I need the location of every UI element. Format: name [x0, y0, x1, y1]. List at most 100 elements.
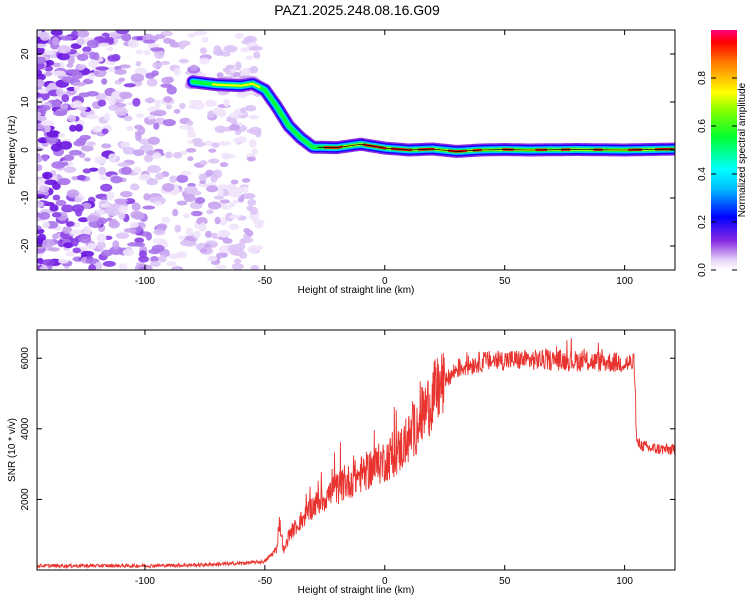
noise-blob [142, 205, 156, 210]
snr-xtick-label: -50 [258, 576, 273, 587]
noise-blob [217, 188, 224, 197]
noise-blob [248, 45, 263, 51]
noise-blob [37, 79, 45, 88]
noise-blob [131, 202, 141, 211]
noise-blob [180, 170, 192, 176]
noise-blob [51, 161, 66, 169]
noise-blob [203, 140, 214, 147]
noise-blob [37, 142, 42, 148]
noise-blob [196, 216, 208, 226]
noise-blob [234, 32, 245, 39]
noise-blob [176, 174, 189, 183]
noise-blob [188, 103, 199, 109]
noise-blob [86, 114, 99, 120]
noise-blob [57, 52, 70, 61]
noise-blob [58, 258, 69, 264]
noise-blob [147, 115, 155, 120]
snr-ytick-label: 6000 [20, 347, 31, 370]
noise-blob [206, 185, 219, 193]
noise-blob [71, 71, 83, 80]
spectrogram-ytick-label: -20 [20, 238, 31, 253]
noise-blob [193, 30, 208, 36]
noise-blob [138, 173, 152, 181]
noise-blob [179, 124, 192, 130]
noise-blob [77, 30, 90, 38]
noise-blob [246, 205, 254, 212]
noise-blob [76, 37, 86, 46]
noise-blob [206, 209, 214, 215]
noise-blob [133, 81, 143, 86]
noise-blob [37, 56, 46, 65]
noise-blob [212, 169, 223, 179]
noise-blob [226, 185, 237, 193]
noise-blob [165, 104, 173, 110]
noise-blob [67, 221, 75, 227]
noise-blob [186, 120, 194, 127]
noise-blob [97, 99, 107, 107]
noise-blob [166, 85, 177, 95]
noise-blob [162, 118, 176, 127]
noise-blob [126, 125, 134, 132]
noise-blob [216, 72, 224, 79]
noise-blob [142, 39, 156, 44]
noise-blob [118, 204, 128, 214]
noise-blob [79, 134, 92, 141]
noise-blob [73, 85, 81, 92]
noise-blob [135, 49, 144, 55]
noise-blob [249, 139, 257, 148]
noise-blob [50, 143, 62, 152]
spectrogram-ytick-label: 0 [20, 147, 31, 153]
noise-blob [187, 132, 197, 139]
noise-blob [144, 50, 151, 56]
noise-blob [37, 97, 44, 105]
noise-blob [52, 37, 60, 46]
noise-blob [118, 263, 128, 270]
noise-blob [208, 158, 220, 164]
noise-blob [52, 194, 61, 201]
noise-blob [161, 76, 173, 84]
noise-blob [61, 94, 70, 103]
noise-blob [68, 149, 82, 156]
noise-blob [219, 230, 229, 238]
noise-blob [198, 173, 208, 182]
spectrogram-xtick-label: -50 [258, 276, 273, 287]
noise-blob [154, 99, 161, 108]
noise-blob [97, 166, 106, 176]
noise-blob [38, 185, 50, 193]
noise-blob [57, 45, 72, 54]
noise-blob [218, 141, 231, 146]
noise-blob [221, 204, 232, 210]
noise-blob [88, 72, 96, 81]
noise-blob [179, 239, 191, 246]
spectrogram-layer [37, 30, 675, 270]
noise-blob [60, 104, 69, 110]
noise-blob [147, 136, 161, 145]
noise-blob [117, 162, 131, 168]
noise-blob [151, 244, 165, 252]
noise-blob [214, 216, 221, 225]
noise-blob [52, 233, 59, 240]
noise-blob [135, 60, 142, 67]
noise-blob [207, 255, 218, 262]
noise-blob [87, 59, 99, 68]
noise-blob [104, 36, 114, 43]
noise-blob [55, 199, 67, 206]
noise-blob [85, 258, 100, 265]
noise-blob [154, 50, 165, 59]
noise-blob [82, 78, 94, 85]
noise-blob [187, 32, 196, 38]
noise-blob [108, 104, 119, 111]
noise-blob [103, 112, 111, 122]
noise-blob [187, 156, 194, 162]
noise-blob [76, 174, 86, 181]
noise-blob [37, 73, 46, 81]
noise-blob [208, 148, 217, 153]
noise-blob [59, 140, 73, 150]
noise-blob [249, 126, 262, 135]
noise-blob [199, 160, 208, 166]
noise-blob [82, 168, 92, 174]
colorbar-tick-label: 0.4 [697, 167, 708, 181]
noise-blob [219, 217, 228, 226]
noise-blob [46, 130, 60, 138]
noise-blob [69, 229, 84, 236]
